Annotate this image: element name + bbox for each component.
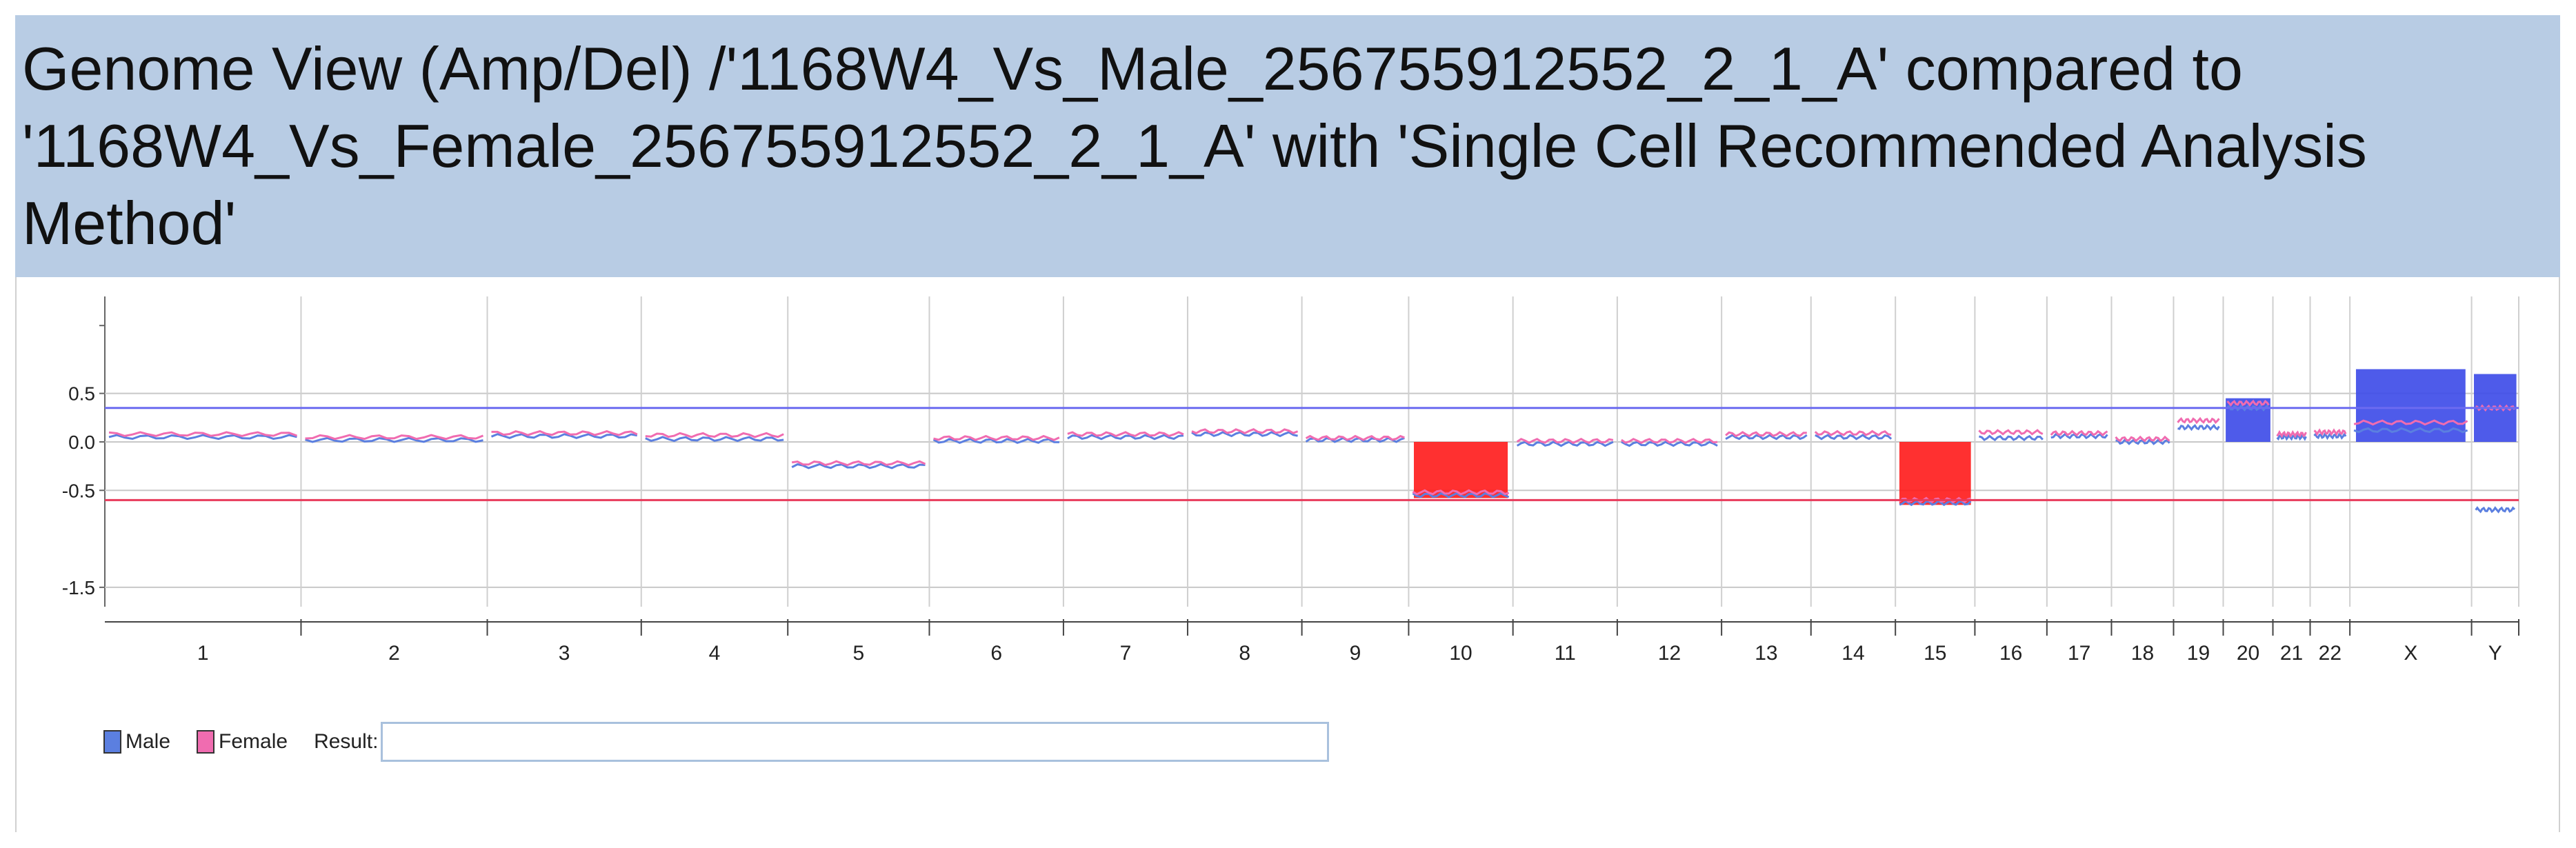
x-tick-label: 3 (559, 642, 570, 665)
x-tick-label: 13 (1755, 642, 1777, 665)
series-female-chr8 (1191, 428, 1299, 434)
x-tick-label: 22 (2319, 642, 2342, 665)
x-tick-label: 18 (2131, 642, 2154, 665)
series-male-chr3 (490, 433, 638, 439)
x-tick-label: 15 (1924, 642, 1946, 665)
series-male-chr7 (1067, 434, 1184, 441)
series-female-chr9 (1305, 434, 1405, 441)
series-female-chr16 (1978, 429, 2044, 436)
x-tick-label: 17 (2068, 642, 2090, 665)
series-male-chr10 (1412, 492, 1510, 498)
series-male-chr17 (2050, 432, 2108, 440)
series-female-chr7 (1067, 431, 1184, 438)
series-female-chrX (2353, 419, 2468, 426)
deletion-bar-chr15 (1899, 441, 1971, 505)
series-female-chr17 (2050, 430, 2108, 437)
series-female-chr1 (108, 431, 298, 438)
x-tick-label: 11 (1555, 642, 1576, 665)
series-male-chr19 (2177, 423, 2220, 432)
x-tick-label: 2 (388, 642, 400, 665)
series-female-chr21 (2276, 430, 2307, 438)
series-female-chr18 (2115, 435, 2170, 443)
series-male-chr22 (2313, 432, 2347, 441)
x-tick-label: 1 (197, 642, 209, 665)
result-label: Result: (314, 730, 379, 753)
x-tick-label: 5 (853, 642, 865, 665)
series-male-chrY (2475, 506, 2516, 514)
series-female-chr6 (933, 434, 1060, 441)
x-tick-label: 21 (2280, 642, 2303, 665)
y-tick-label: -1.5 (62, 577, 95, 598)
series-male-chr6 (932, 438, 1059, 444)
series-male-chr15 (1899, 499, 1972, 507)
series-male-chr13 (1725, 434, 1808, 441)
x-tick-label: 6 (990, 642, 1002, 665)
y-tick-label: -0.5 (62, 480, 95, 501)
series-male-chr12 (1621, 441, 1718, 447)
y-tick-label: 0.0 (68, 432, 95, 453)
x-tick-label: X (2404, 642, 2417, 665)
x-tick-label: 20 (2237, 642, 2259, 665)
plot-frame: 0.5 0.0 -0.5 -1.5 1 2 3 4 5 6 7 8 9 10 11 12 13 14 15 16 17 1… (15, 277, 2560, 832)
x-tick-label: 12 (1658, 642, 1681, 665)
series-female-chr4 (645, 432, 784, 438)
deletion-bar-chr10 (1413, 441, 1508, 498)
series-male-chr14 (1815, 434, 1893, 441)
series-female-chr12 (1621, 438, 1718, 445)
series-male-chr11 (1516, 441, 1614, 447)
genome-chart: 0.50.0-0.5-1.51 2 3 4 5 6 7 8 9 10 11 12 13 14 15 16 17 1… (62, 296, 2519, 665)
legend-female-label: Female (219, 730, 288, 753)
male-swatch (103, 730, 121, 754)
legend-male-label: Male (126, 730, 171, 753)
series-female-chr13 (1725, 431, 1807, 438)
series-female-chr14 (1814, 430, 1892, 436)
series-male-chr21 (2276, 432, 2307, 441)
result-input[interactable] (381, 722, 1330, 762)
female-swatch (197, 730, 215, 754)
x-tick-label: 10 (1449, 642, 1472, 665)
x-tick-label: 7 (1120, 642, 1132, 665)
x-tick-label: 16 (1999, 642, 2022, 665)
x-tick-label: Y (2488, 642, 2502, 665)
x-tick-label: 9 (1350, 642, 1361, 665)
series-female-chr22 (2313, 428, 2347, 436)
amplification-bar-chrX (2355, 369, 2466, 442)
series-female-chr19 (2177, 416, 2220, 425)
series-male-chr4 (645, 436, 784, 443)
series-female-chr3 (491, 430, 638, 436)
series-female-chr20 (2226, 399, 2270, 407)
series-male-chr2 (305, 436, 483, 443)
series-female-chr5 (791, 460, 926, 467)
x-tick-label: 4 (709, 642, 721, 665)
series-female-chr11 (1516, 437, 1614, 445)
series-female-chr2 (305, 434, 484, 441)
series-male-chr16 (1978, 434, 2044, 442)
y-tick-label: 0.5 (68, 383, 95, 405)
series-female-chr10 (1412, 489, 1510, 496)
series-male-chrX (2353, 427, 2468, 434)
series-male-chr5 (791, 463, 926, 470)
x-tick-label: 8 (1239, 642, 1250, 665)
legend: Male Female Result: (103, 721, 1330, 763)
x-tick-label: 19 (2187, 642, 2210, 665)
x-tick-label: 14 (1841, 642, 1864, 665)
title-bar: Genome View (Amp/Del) /'1168W4_Vs_Male_2… (15, 15, 2560, 277)
chart-title: Genome View (Amp/Del) /'1168W4_Vs_Male_2… (22, 34, 2367, 257)
